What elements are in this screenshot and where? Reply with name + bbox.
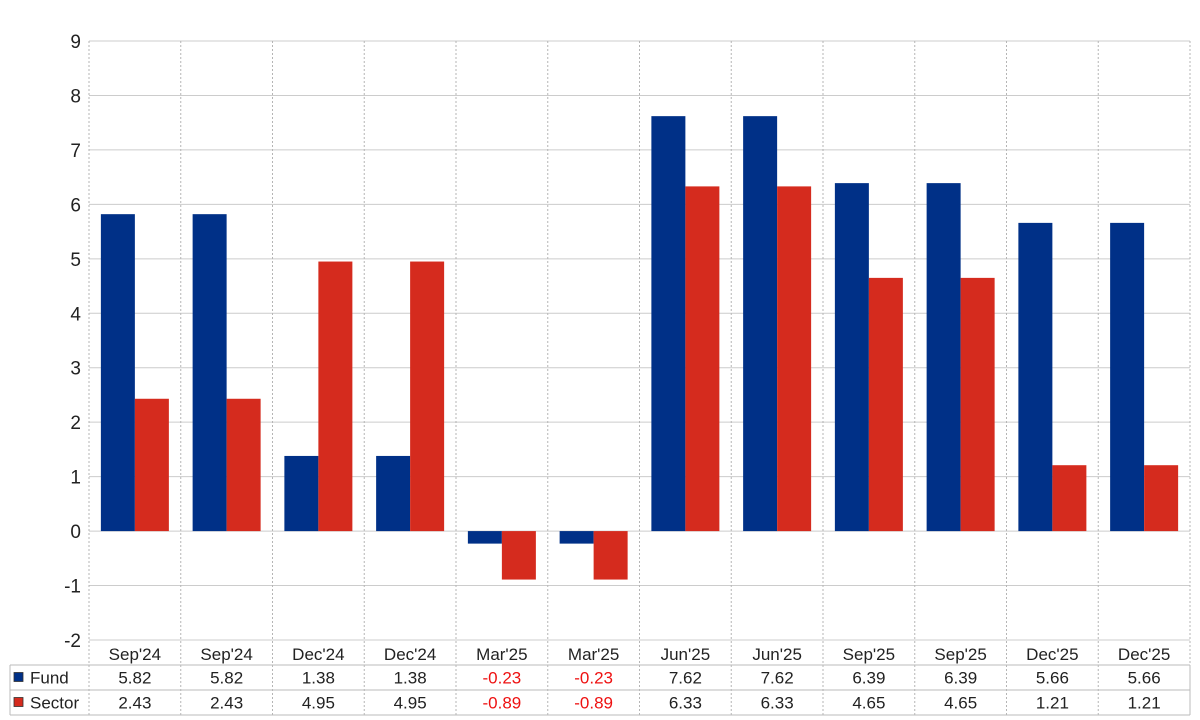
bar-sector (318, 261, 353, 532)
y-tick-label: 3 (70, 359, 81, 380)
x-tick-label: Dec'25 (1118, 645, 1170, 664)
bar-fund (100, 214, 135, 532)
bar-fund (651, 116, 686, 532)
table-cell: 6.39 (852, 669, 885, 688)
legend-swatch-fund (13, 672, 24, 682)
bar-fund (376, 455, 411, 532)
x-tick-label: Jun'25 (752, 645, 802, 664)
x-tick-label: Mar'25 (476, 645, 527, 664)
bar-fund (1018, 222, 1053, 532)
bars (100, 116, 1179, 580)
x-tick-label: Jun'25 (661, 645, 711, 664)
x-tick-label: Sep'25 (934, 645, 986, 664)
x-tick-label: Sep'25 (843, 645, 895, 664)
y-tick-label: 1 (70, 468, 81, 489)
table-cell: 4.65 (944, 694, 977, 713)
table-cell: 1.21 (1036, 694, 1069, 713)
table-cell: 1.21 (1128, 694, 1161, 713)
bar-sector (134, 398, 169, 532)
table-cell: 5.82 (210, 669, 243, 688)
y-tick-label: 5 (70, 250, 81, 271)
table-cell: -0.89 (574, 694, 613, 713)
x-tick-label: Mar'25 (568, 645, 619, 664)
table-cell: 1.38 (394, 669, 427, 688)
bar-fund (284, 455, 319, 532)
table-cell: 4.95 (302, 694, 335, 713)
table-cell: 6.33 (761, 694, 794, 713)
table-cell: -0.23 (574, 669, 613, 688)
y-tick-label: 6 (70, 195, 81, 216)
y-tick-label: 7 (70, 141, 81, 162)
table-cell: 6.33 (669, 694, 702, 713)
x-tick-label: Dec'25 (1026, 645, 1078, 664)
y-tick-label: 4 (70, 304, 81, 325)
table-cell: -0.23 (483, 669, 522, 688)
x-tick-label: Sep'24 (200, 645, 252, 664)
bar-sector (777, 186, 812, 532)
bar-sector (226, 398, 261, 532)
table-cell: 6.39 (944, 669, 977, 688)
table-cell: 5.66 (1036, 669, 1069, 688)
x-tick-label: Sep'24 (109, 645, 161, 664)
table-cell: -0.89 (483, 694, 522, 713)
bar-fund (834, 183, 869, 532)
bar-fund (559, 531, 594, 544)
legend-swatch-sector (13, 697, 24, 707)
bar-sector (685, 186, 720, 532)
table-cell: 1.38 (302, 669, 335, 688)
bar-sector (960, 277, 995, 532)
bar-fund (192, 214, 227, 532)
bar-sector (410, 261, 445, 532)
y-axis: -2 -1 0 1 2 3 4 5 6 7 8 9 (64, 32, 81, 652)
y-tick-label: -1 (64, 577, 81, 598)
y-tick-label: 9 (70, 32, 81, 53)
gridlines (88, 40, 1191, 715)
x-tick-label: Dec'24 (292, 645, 344, 664)
legend-label-sector: Sector (30, 694, 79, 713)
legend-label-fund: Fund (30, 669, 69, 688)
y-tick-label: 8 (70, 86, 81, 107)
bar-fund (467, 531, 502, 544)
x-axis-labels: Sep'24 Sep'24 Dec'24 Dec'24 Mar'25 Mar'25 Jun'… (109, 645, 1171, 664)
table-cell: 4.65 (852, 694, 885, 713)
y-tick-label: 2 (70, 413, 81, 434)
bar-sector (868, 277, 903, 532)
bar-sector (1052, 465, 1087, 532)
bar-fund (743, 116, 778, 532)
bar-fund (926, 183, 961, 532)
bar-sector (593, 531, 628, 580)
y-tick-label: -2 (64, 631, 81, 652)
table-cell: 4.95 (394, 694, 427, 713)
data-table: Fund 5.82 5.82 1.38 1.38 -0.23 -0.23 7.62 7.62 6.… (9, 664, 1191, 716)
table-cell: 7.62 (761, 669, 794, 688)
table-cell: 2.43 (210, 694, 243, 713)
table-cell: 7.62 (669, 669, 702, 688)
x-tick-label: Dec'24 (384, 645, 436, 664)
bar-sector (501, 531, 536, 580)
table-cell: 5.66 (1128, 669, 1161, 688)
bar-fund (1110, 222, 1145, 532)
table-cell: 5.82 (118, 669, 151, 688)
bar-sector (1144, 465, 1179, 532)
y-tick-label: 0 (70, 522, 81, 543)
table-cell: 2.43 (118, 694, 151, 713)
